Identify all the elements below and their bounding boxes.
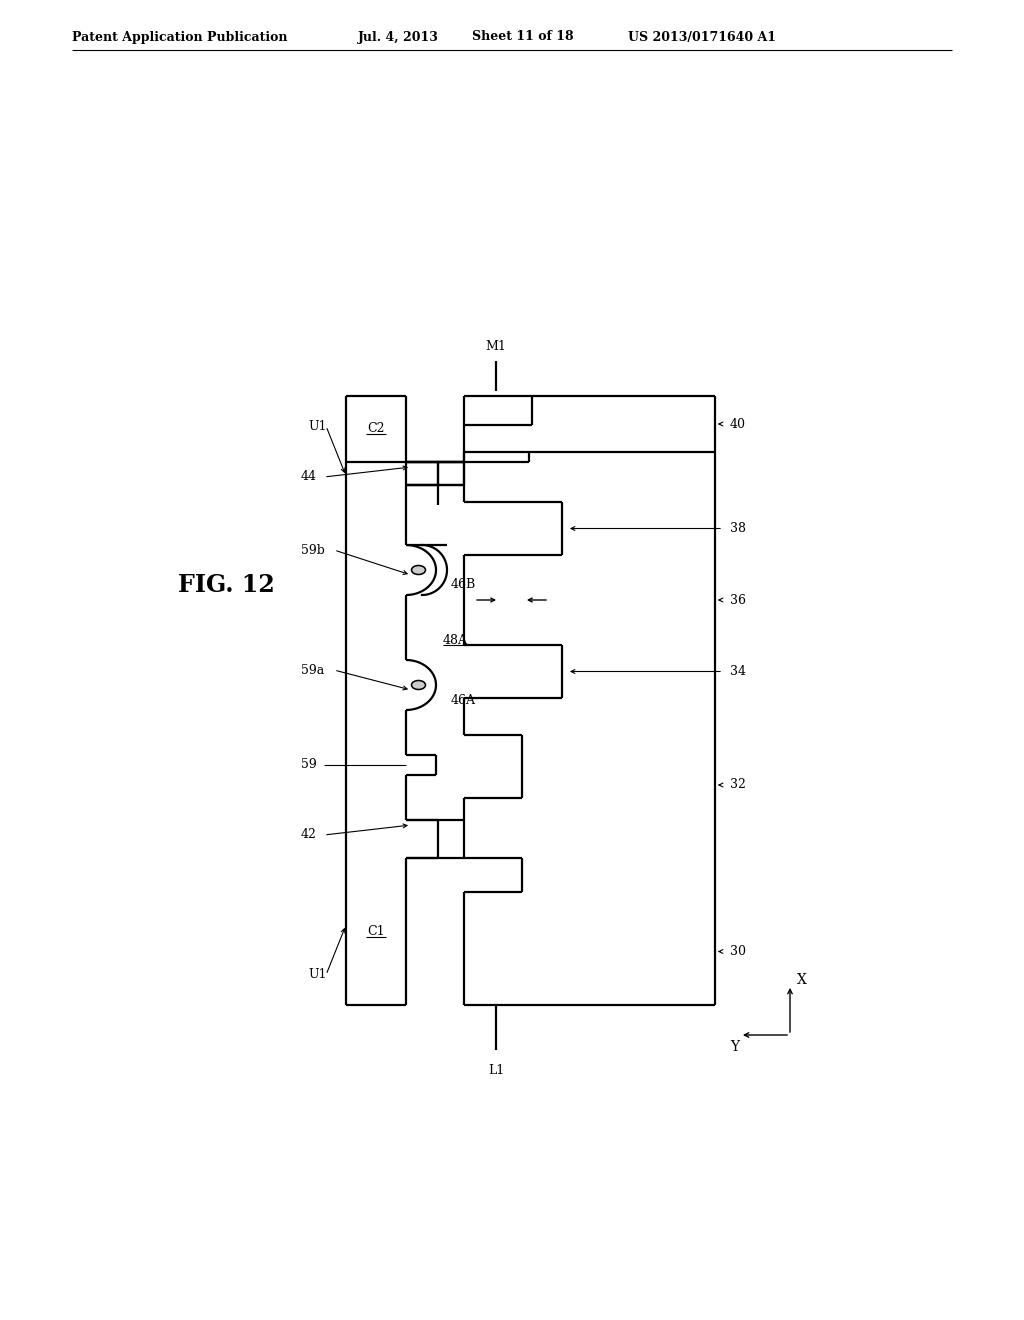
Text: 46B: 46B	[451, 578, 476, 591]
Text: C1: C1	[368, 925, 385, 939]
Text: 40: 40	[730, 417, 746, 430]
Text: 42: 42	[301, 829, 316, 842]
Text: 48A: 48A	[443, 634, 468, 647]
Text: 46A: 46A	[451, 693, 476, 706]
Text: Jul. 4, 2013: Jul. 4, 2013	[358, 30, 439, 44]
Text: L1: L1	[487, 1064, 504, 1077]
Text: 59a: 59a	[301, 664, 325, 676]
Text: C2: C2	[368, 422, 385, 436]
Text: Y: Y	[730, 1040, 739, 1053]
Ellipse shape	[412, 565, 426, 574]
Text: M1: M1	[485, 339, 507, 352]
Text: US 2013/0171640 A1: US 2013/0171640 A1	[628, 30, 776, 44]
Text: 36: 36	[730, 594, 746, 606]
Text: 38: 38	[730, 521, 746, 535]
Text: U1: U1	[308, 969, 327, 982]
Text: 34: 34	[730, 665, 746, 678]
Text: 59: 59	[301, 759, 316, 771]
Text: X: X	[797, 973, 807, 987]
Text: Patent Application Publication: Patent Application Publication	[72, 30, 288, 44]
Text: U1: U1	[308, 420, 327, 433]
Text: 30: 30	[730, 945, 746, 958]
Text: 44: 44	[301, 470, 317, 483]
Text: Sheet 11 of 18: Sheet 11 of 18	[472, 30, 573, 44]
Ellipse shape	[412, 681, 426, 689]
Text: 32: 32	[730, 779, 745, 792]
Text: 59b: 59b	[301, 544, 325, 557]
Text: FIG. 12: FIG. 12	[178, 573, 274, 597]
